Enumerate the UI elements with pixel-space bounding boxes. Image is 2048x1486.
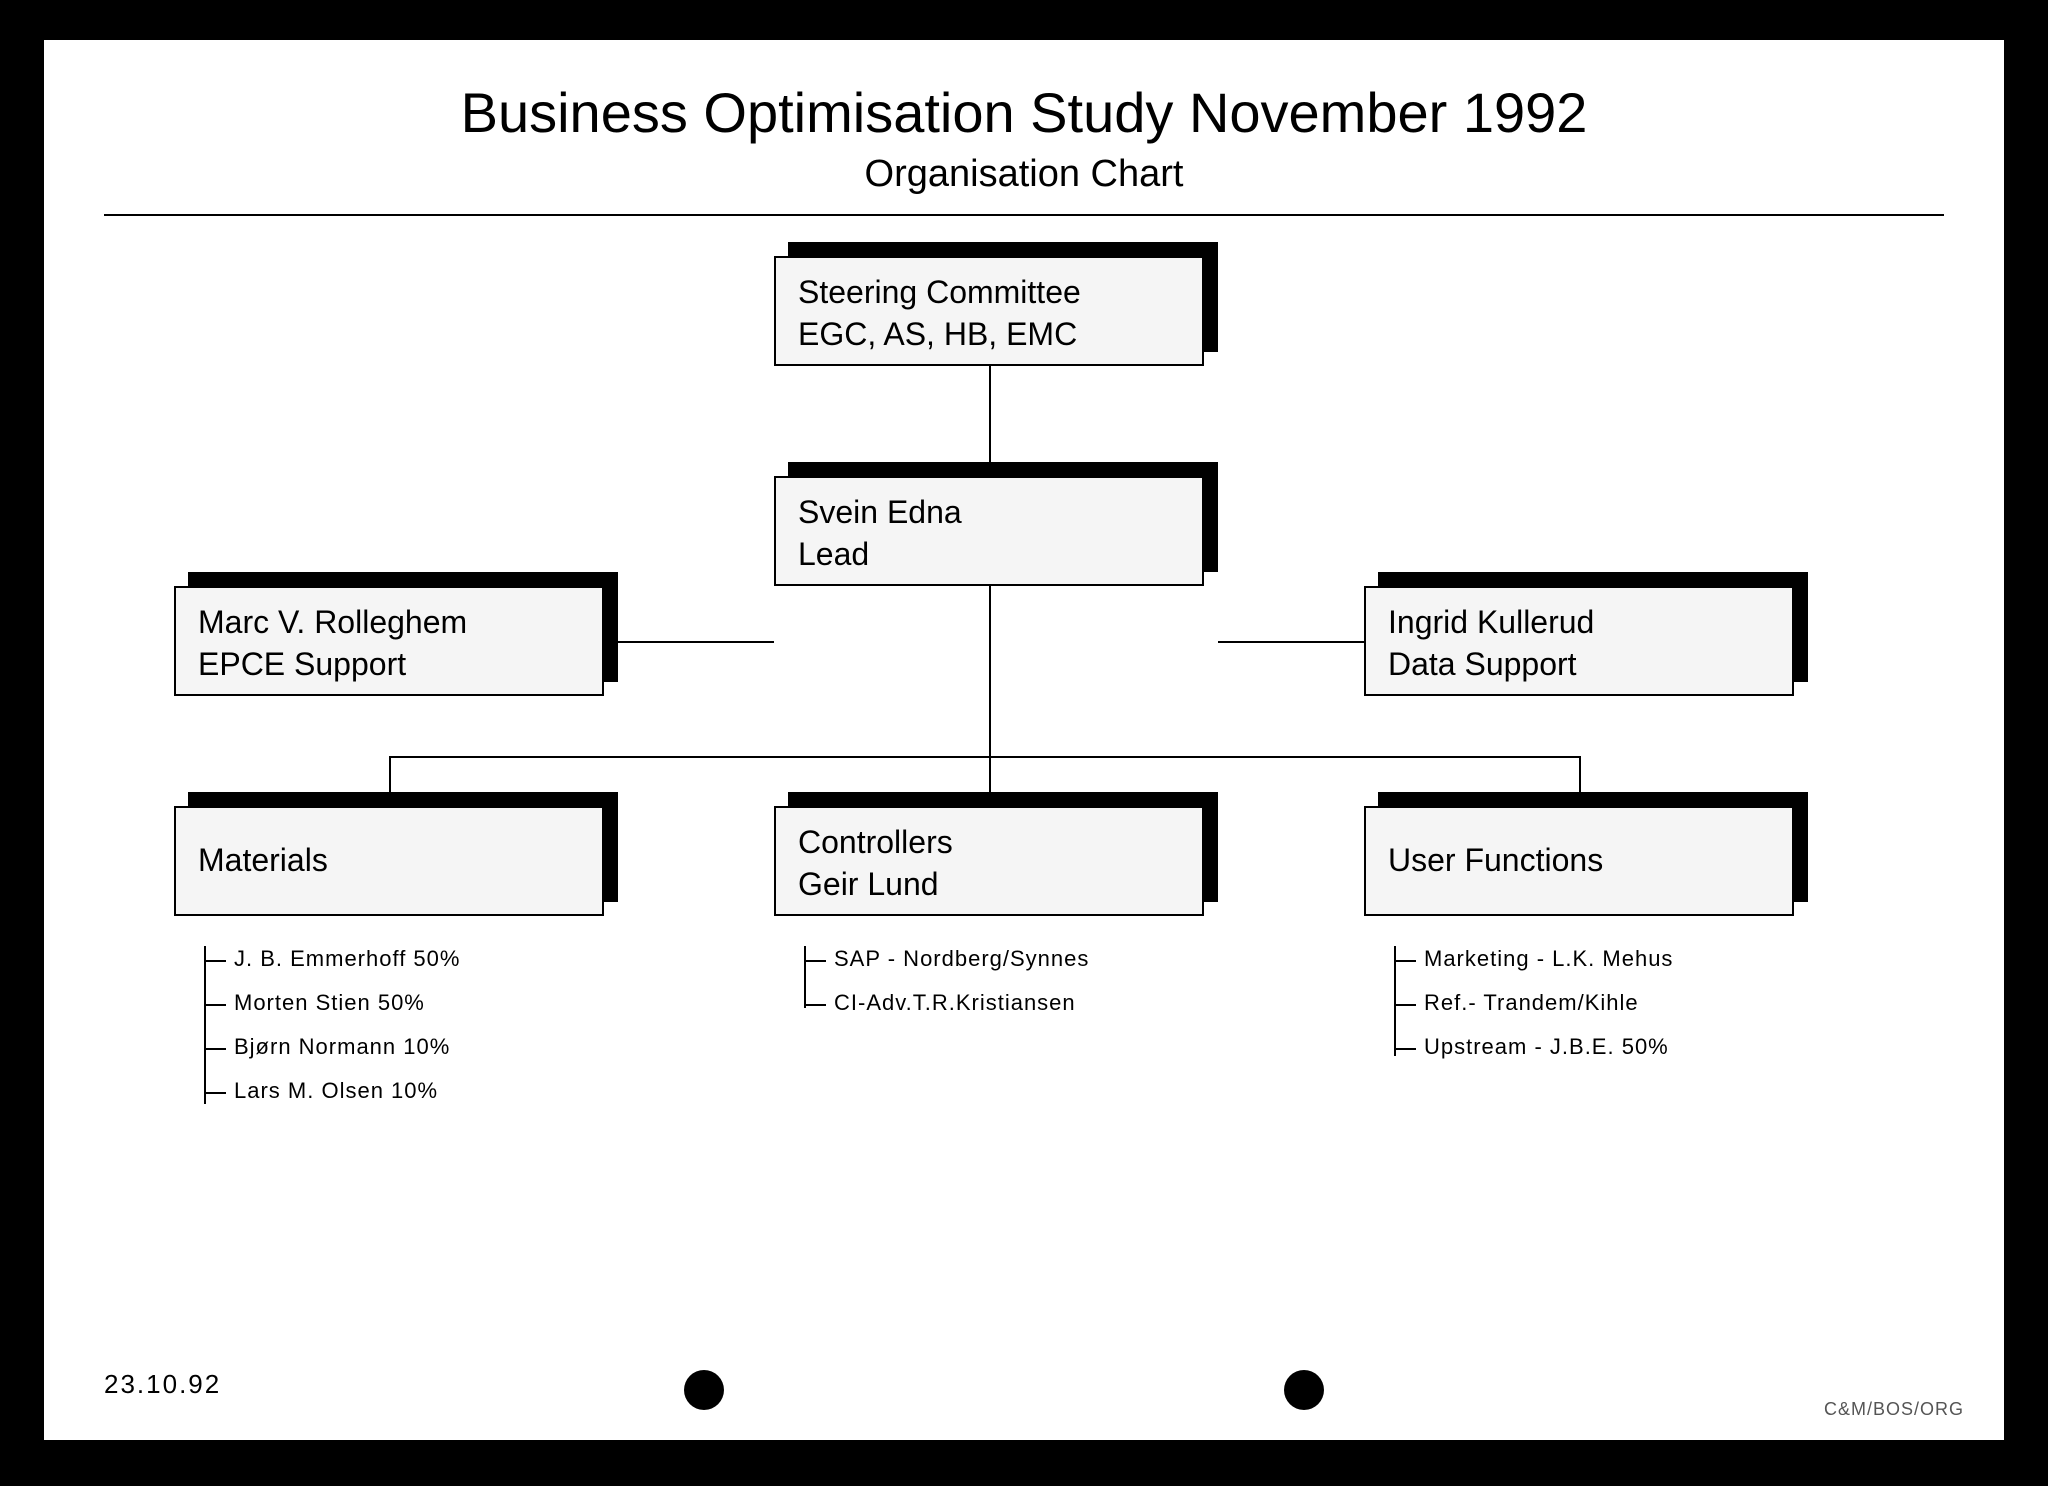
node-epce-support: Marc V. Rolleghem EPCE Support [174,586,604,696]
node-line2: Lead [798,534,1180,576]
list-item-label: Bjørn Normann 10% [234,1034,450,1059]
connector [389,756,1579,758]
list-item: Marketing - L.K. Mehus [1394,946,1673,972]
node-line2: Data Support [1388,644,1770,686]
list-item: CI-Adv.T.R.Kristiansen [804,990,1089,1016]
node-lead: Svein Edna Lead [774,476,1204,586]
list-item-label: Morten Stien 50% [234,990,425,1015]
node-line1: Controllers [798,822,1180,864]
list-item: Morten Stien 50% [204,990,460,1016]
node-data-support: Ingrid Kullerud Data Support [1364,586,1794,696]
node-steering-committee: Steering Committee EGC, AS, HB, EMC [774,256,1204,366]
page-subtitle: Organisation Chart [44,153,2004,196]
node-line1: Materials [198,840,328,882]
list-item: Bjørn Normann 10% [204,1034,460,1060]
node-line1: Ingrid Kullerud [1388,602,1770,644]
list-item-label: Lars M. Olsen 10% [234,1078,438,1103]
list-item-label: CI-Adv.T.R.Kristiansen [834,990,1076,1015]
list-item-label: Upstream - J.B.E. 50% [1424,1034,1669,1059]
connector [989,366,991,476]
punch-hole-icon [684,1370,724,1410]
node-line2: EPCE Support [198,644,580,686]
connector [618,641,774,643]
list-item: Upstream - J.B.E. 50% [1394,1034,1673,1060]
node-line1: User Functions [1388,840,1603,882]
list-item-label: J. B. Emmerhoff 50% [234,946,460,971]
punch-hole-icon [1284,1370,1324,1410]
list-item: SAP - Nordberg/Synnes [804,946,1089,972]
list-item: Ref.- Trandem/Kihle [1394,990,1673,1016]
connector [1218,641,1364,643]
node-line2: Geir Lund [798,864,1180,906]
footer-date: 23.10.92 [104,1369,221,1400]
node-line1: Steering Committee [798,272,1180,314]
node-line1: Svein Edna [798,492,1180,534]
sublist-materials: J. B. Emmerhoff 50% Morten Stien 50% Bjø… [204,946,460,1122]
list-item-label: SAP - Nordberg/Synnes [834,946,1089,971]
sublist-user-functions: Marketing - L.K. Mehus Ref.- Trandem/Kih… [1394,946,1673,1078]
node-line2: EGC, AS, HB, EMC [798,314,1180,356]
list-item-label: Ref.- Trandem/Kihle [1424,990,1639,1015]
org-chart-canvas: Steering Committee EGC, AS, HB, EMC Svei… [44,216,2004,1316]
document-page: Business Optimisation Study November 199… [44,40,2004,1440]
footer-code: C&M/BOS/ORG [1824,1399,1964,1420]
node-materials: Materials [174,806,604,916]
list-item-label: Marketing - L.K. Mehus [1424,946,1673,971]
sublist-controllers: SAP - Nordberg/Synnes CI-Adv.T.R.Kristia… [804,946,1089,1034]
node-user-functions: User Functions [1364,806,1794,916]
connector [989,586,991,806]
list-item: J. B. Emmerhoff 50% [204,946,460,972]
node-controllers: Controllers Geir Lund [774,806,1204,916]
node-line1: Marc V. Rolleghem [198,602,580,644]
list-item: Lars M. Olsen 10% [204,1078,460,1104]
page-title: Business Optimisation Study November 199… [44,40,2004,145]
